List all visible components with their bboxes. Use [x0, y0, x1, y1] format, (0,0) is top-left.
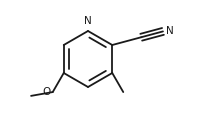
- Text: O: O: [42, 87, 51, 97]
- Text: N: N: [166, 26, 174, 36]
- Text: N: N: [84, 16, 92, 26]
